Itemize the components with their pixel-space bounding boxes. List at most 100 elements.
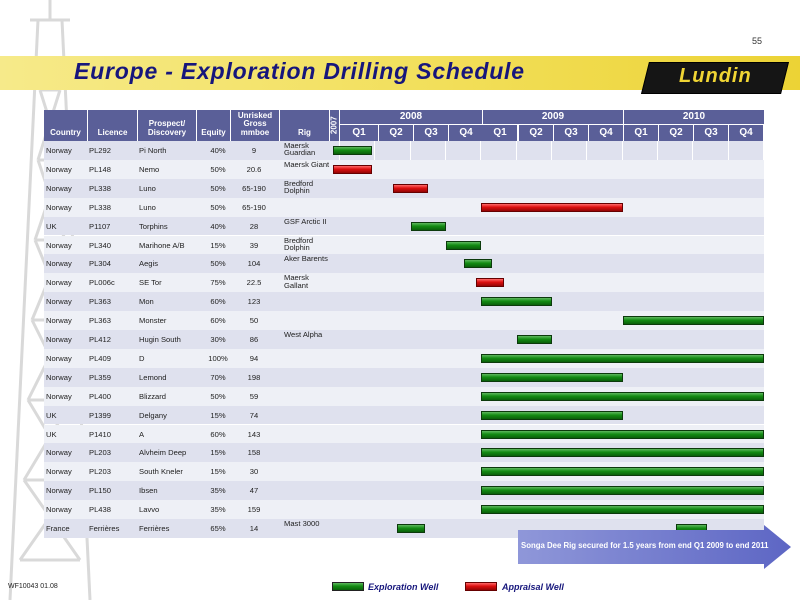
- page-number: 55: [752, 36, 763, 46]
- songa-dee-callout-text: Songa Dee Rig secured for 1.5 years from…: [521, 541, 769, 550]
- cell-equity: 40%: [210, 221, 226, 231]
- cell-licence: PL304: [89, 259, 111, 269]
- header-equity: Equity: [197, 110, 230, 141]
- cell-gross: 65-190: [242, 202, 266, 212]
- cell-licence: PL359: [89, 372, 111, 382]
- cell-country: Norway: [46, 202, 72, 212]
- cell-prospect: A: [139, 429, 145, 439]
- cell-equity: 70%: [210, 372, 226, 382]
- table-row: Norway PL363 Mon 60% 123: [44, 292, 764, 312]
- header-year-2007-label: 2007: [329, 116, 339, 135]
- cell-gross: 28: [249, 221, 259, 231]
- cell-gross: 159: [247, 505, 261, 515]
- cell-prospect: South Kneler: [139, 467, 183, 477]
- cell-rig: Mast 3000: [284, 519, 320, 528]
- cell-equity: 50%: [210, 183, 226, 193]
- cell-gross: 30: [249, 467, 259, 477]
- cell-equity: 50%: [210, 259, 226, 269]
- cell-rig: Bredford Dolphin: [284, 235, 314, 252]
- cell-equity: 35%: [210, 505, 226, 515]
- header-quarter: Q2: [659, 125, 693, 141]
- cell-prospect: SE Tor: [139, 278, 162, 288]
- cell-prospect: Luno: [139, 202, 156, 212]
- cell-rig: Maersk Gallant: [284, 273, 309, 290]
- exploration-well-bar: [481, 467, 764, 477]
- cell-country: Norway: [46, 146, 72, 155]
- cell-country: Norway: [46, 372, 72, 382]
- cell-equity: 40%: [210, 146, 226, 155]
- cell-country: UK: [46, 221, 57, 231]
- cell-licence: PL363: [89, 297, 111, 307]
- logo-text: Lundin: [679, 65, 752, 87]
- cell-prospect: Luno: [139, 183, 156, 193]
- table-row: Norway PL292 Pi North 40% 9 Maersk Guardian: [44, 141, 764, 160]
- cell-equity: 15%: [210, 467, 226, 477]
- header-year: 2009: [483, 110, 623, 124]
- header-quarter: Q3: [414, 125, 448, 141]
- cell-licence: PL412: [89, 335, 111, 344]
- cell-equity: 30%: [210, 335, 226, 344]
- header-quarter: Q1: [624, 125, 658, 141]
- exploration-well-bar: [622, 316, 764, 326]
- table-row: Norway PL400 Blizzard 50% 59: [44, 386, 764, 406]
- table-row: Norway PL304 Aegis 50% 104 Aker Barents: [44, 254, 764, 274]
- header-quarter: Q2: [379, 125, 413, 141]
- exploration-well-bar: [481, 410, 623, 420]
- cell-prospect: Lavvo: [139, 505, 160, 515]
- exploration-well-bar: [516, 335, 552, 344]
- cell-rig: West Alpha: [284, 330, 323, 339]
- cell-licence: PL150: [89, 486, 111, 496]
- legend-appraisal-swatch: [465, 582, 497, 591]
- table-row: Norway PL150 Ibsen 35% 47: [44, 481, 764, 501]
- exploration-well-bar: [481, 486, 764, 496]
- cell-gross: 143: [247, 429, 261, 439]
- cell-prospect: Ferrières: [139, 524, 170, 533]
- cell-equity: 35%: [210, 486, 226, 496]
- legend-appraisal-label: Appraisal Well: [502, 582, 564, 592]
- cell-country: Norway: [46, 259, 72, 269]
- appraisal-well-bar: [393, 183, 429, 193]
- table-row: Norway PL148 Nemo 50% 20.6 Maersk Giant: [44, 159, 764, 179]
- legend-exploration-label: Exploration Well: [368, 582, 439, 592]
- exploration-well-bar: [396, 524, 425, 533]
- cell-licence: PL148: [89, 164, 111, 174]
- cell-rig: Maersk Giant: [284, 159, 330, 169]
- cell-licence: P1410: [89, 429, 111, 439]
- cell-country: Norway: [46, 353, 72, 363]
- cell-licence: PL203: [89, 448, 111, 458]
- cell-country: Norway: [46, 278, 72, 288]
- header-rig: Rig: [280, 110, 329, 141]
- cell-prospect: Torphins: [139, 221, 168, 231]
- cell-licence: PL438: [89, 505, 111, 515]
- cell-country: Norway: [46, 316, 72, 326]
- cell-licence: PL363: [89, 316, 111, 326]
- exploration-well-bar: [481, 505, 764, 515]
- cell-gross: 47: [249, 486, 259, 496]
- cell-country: Norway: [46, 505, 72, 515]
- exploration-well-bar: [481, 353, 764, 363]
- cell-gross: 14: [249, 524, 259, 533]
- header-quarter: Q3: [694, 125, 728, 141]
- cell-country: UK: [46, 410, 57, 420]
- cell-equity: 15%: [210, 448, 226, 458]
- cell-prospect: Ibsen: [139, 486, 158, 496]
- header-quarter: Q2: [519, 125, 553, 141]
- header-year: 2010: [624, 110, 764, 124]
- cell-licence: PL340: [89, 240, 111, 250]
- cell-licence: PL338: [89, 202, 111, 212]
- appraisal-well-bar: [481, 202, 623, 212]
- table-row: Norway PL363 Monster 60% 50: [44, 311, 764, 330]
- table-row: Norway PL359 Lemond 70% 198: [44, 367, 764, 387]
- table-row: Norway PL338 Luno 50% 65-190: [44, 197, 764, 217]
- header-country: Country: [44, 110, 87, 141]
- cell-licence: PL409: [89, 353, 111, 363]
- cell-gross: 20.6: [246, 164, 262, 174]
- cell-prospect: Aegis: [139, 259, 158, 269]
- cell-gross: 22.5: [246, 278, 262, 288]
- cell-prospect: Nemo: [139, 164, 160, 174]
- header-quarter: Q1: [340, 125, 378, 141]
- table-row: Norway PL203 South Kneler 15% 30: [44, 462, 764, 482]
- cell-country: Norway: [46, 448, 72, 458]
- cell-gross: 74: [249, 410, 259, 420]
- cell-gross: 86: [249, 335, 259, 344]
